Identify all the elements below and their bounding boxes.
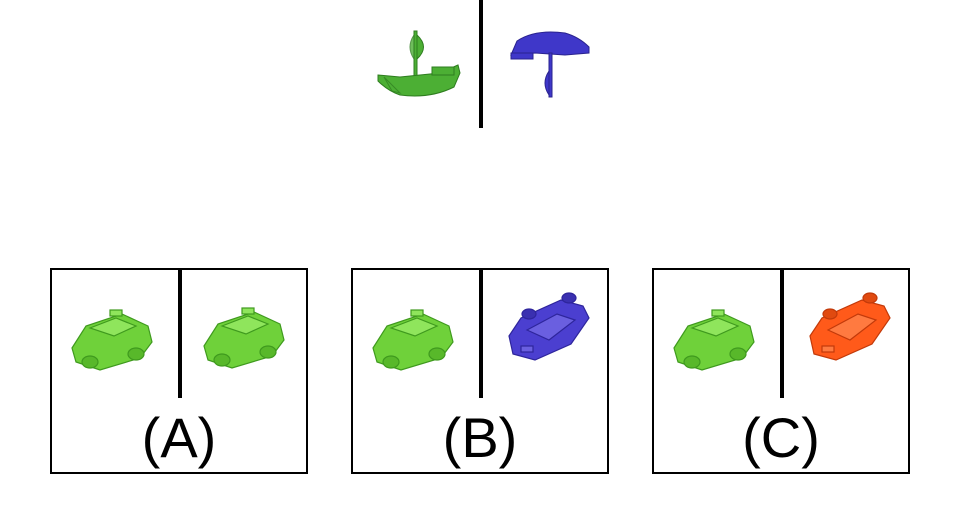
car-upside-down-icon: [499, 284, 595, 380]
option-b-divider: [479, 270, 483, 398]
option-c-divider: [780, 270, 784, 398]
option-a-divider: [178, 270, 182, 398]
option-label: (C): [742, 406, 820, 469]
example-pair: [360, 0, 600, 130]
example-divider: [479, 0, 483, 128]
option-b[interactable]: (B): [351, 268, 609, 474]
car-icon: [668, 296, 764, 382]
option-label: (A): [141, 406, 217, 469]
option-c[interactable]: (C): [652, 268, 910, 474]
car-icon: [198, 284, 294, 380]
option-label: (B): [442, 406, 518, 469]
car-icon: [66, 296, 162, 382]
car-upside-down-icon: [800, 284, 896, 380]
ship-upside-down-icon: [505, 25, 595, 105]
car-icon: [367, 296, 463, 382]
option-a[interactable]: (A): [50, 268, 308, 474]
ship-icon: [370, 25, 465, 105]
